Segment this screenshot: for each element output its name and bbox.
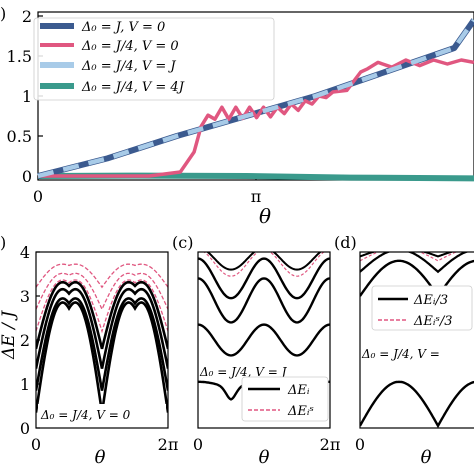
panel-b-y-tick-label: 2 — [20, 331, 30, 350]
legend-label-a-1: Δ₀ = J/4, V = 0 — [81, 39, 179, 54]
panel-b-annotation-bg — [38, 404, 166, 424]
panel-c-x-ticks: 0 2π — [193, 435, 340, 454]
legend-label-c-1: ΔEᵢˢ — [287, 404, 314, 419]
panel-a-y-tick-label: 1.5 — [7, 47, 32, 66]
panel-a-series-2 — [37, 18, 474, 179]
panel-a-series — [37, 18, 474, 182]
panel-d-curves — [360, 252, 474, 428]
panel-a-y-tick-label: 0 — [22, 167, 32, 186]
panel-b-y-tick-label: 4 — [20, 243, 30, 262]
panel-a: ) 0 0.5 1 1.5 2 0 π θ Δ₀ = J, V = 0 Δ₀ = J/4,… — [0, 4, 474, 228]
panel-b-x-tick-label: 2π — [158, 435, 179, 454]
panel-b-y-tick-label: 1 — [20, 375, 30, 394]
panel-c: (c) 0 2π Δ₀ = J/4, V = J ΔEᵢ ΔEᵢˢ θ — [172, 233, 340, 468]
panel-b-curve-6 — [36, 263, 168, 289]
panel-d-frame — [359, 251, 474, 429]
legend-label-d-1: ΔEᵢˢ/3 — [413, 314, 453, 329]
panel-b-x-label: θ — [95, 447, 106, 468]
panel-c-x-tick-label: 0 — [193, 435, 203, 454]
panel-c-curve-3 — [203, 252, 325, 277]
panel-d-annotation: Δ₀ = J/4, V = — [361, 347, 440, 361]
panel-b-curve-5 — [36, 272, 168, 311]
panel-c-curve-4 — [206, 252, 322, 271]
panel-d: (d) 0 ΔEᵢ/3 ΔEᵢˢ/3 Δ₀ = J/4, V = θ — [334, 233, 474, 468]
panel-a-x-tick-label: 0 — [33, 187, 43, 206]
panel-b-curve-1 — [36, 297, 168, 391]
panel-b: ) ΔE / J 0 1 2 3 4 0 2π Δ₀ = J/4, V = 0 θ — [0, 233, 178, 468]
panel-b-curve-2 — [36, 287, 168, 369]
panel-a-legend-box — [33, 17, 275, 101]
panel-c-legend: ΔEᵢ ΔEᵢˢ — [241, 376, 329, 422]
panel-b-curves — [36, 263, 168, 413]
panel-b-label: ) — [0, 233, 6, 252]
panel-a-y-tick-label: 1 — [22, 87, 32, 106]
panel-a-x-tick-label: π — [251, 187, 262, 206]
panel-b-x-tick-label: 0 — [31, 435, 41, 454]
panel-b-y-label: ΔE / J — [0, 310, 19, 360]
panel-d-x-label: θ — [421, 447, 432, 468]
panel-b-curve-0 — [36, 301, 168, 413]
panel-c-x-label: θ — [259, 447, 270, 468]
panel-c-frame — [197, 251, 331, 429]
panel-c-label: (c) — [172, 233, 193, 252]
panel-d-x-ticks: 0 — [355, 435, 365, 454]
legend-label-d-0: ΔEᵢ/3 — [413, 293, 448, 308]
legend-label-c-0: ΔEᵢ — [287, 383, 310, 398]
panel-d-curve-group — [360, 252, 474, 428]
panel-c-curve-1 — [198, 277, 330, 324]
panel-d-label: (d) — [334, 233, 357, 252]
panel-b-curve-4 — [36, 279, 168, 334]
legend-label-a-3: Δ₀ = J/4, V = 4J — [81, 80, 185, 95]
panel-b-annotation: Δ₀ = J/4, V = 0 — [40, 408, 131, 422]
panel-c-annotation: Δ₀ = J/4, V = J — [199, 365, 288, 379]
panel-b-curve-3 — [36, 280, 168, 350]
panel-d-curve-4 — [360, 252, 455, 258]
panel-d-curve-0 — [360, 380, 474, 428]
panel-b-x-ticks: 0 2π — [31, 435, 178, 454]
panel-d-curve-2 — [360, 252, 470, 274]
panel-c-curve-2 — [198, 257, 330, 300]
panel-b-curve-group — [36, 263, 168, 413]
panel-b-y-tick-label: 0 — [20, 419, 30, 438]
panel-c-legend-box — [241, 376, 329, 422]
panel-b-frame — [35, 251, 169, 429]
legend-label-a-2: Δ₀ = J/4, V = J — [81, 59, 176, 74]
panel-a-y-tick-label: 0.5 — [7, 127, 32, 146]
panel-b-y-tick-label: 3 — [20, 287, 30, 306]
panel-c-curve-0 — [198, 323, 330, 357]
panel-c-x-tick-label: 2π — [320, 435, 341, 454]
legend-label-a-0: Δ₀ = J, V = 0 — [81, 20, 165, 35]
panel-d-legend: ΔEᵢ/3 ΔEᵢˢ/3 — [371, 285, 473, 331]
panel-a-label: ) — [0, 4, 6, 23]
panel-d-legend-box — [371, 285, 473, 331]
panel-d-x-tick-label: 0 — [355, 435, 365, 454]
panel-a-legend: Δ₀ = J, V = 0 Δ₀ = J/4, V = 0 Δ₀ = J/4, … — [33, 17, 275, 101]
panel-a-x-label: θ — [259, 204, 271, 228]
panel-a-y-tick-label: 2 — [22, 7, 32, 26]
